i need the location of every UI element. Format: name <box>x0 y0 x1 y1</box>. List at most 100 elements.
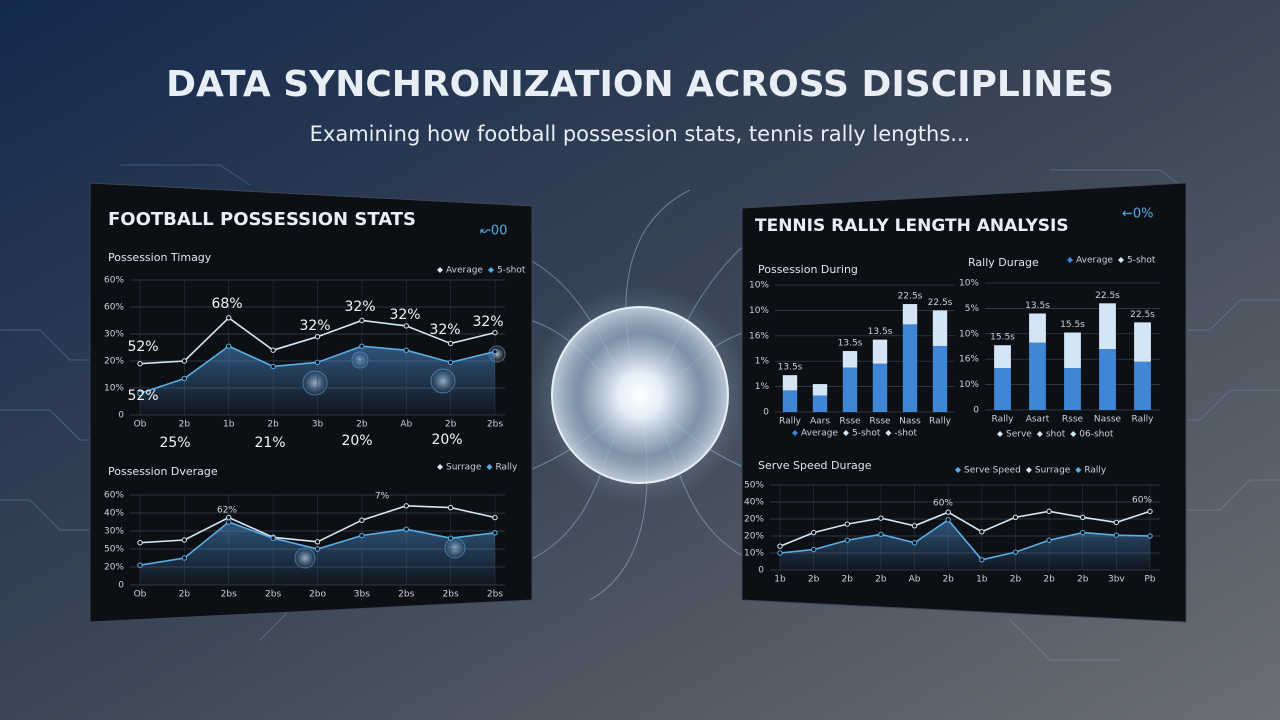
legend-label: 5-shot <box>1127 256 1156 266</box>
bar <box>842 351 858 368</box>
annotation: 25% <box>159 435 190 451</box>
point <box>1080 529 1086 536</box>
bar-label: 22.5s <box>1095 291 1120 301</box>
legend-label: Average <box>446 266 483 276</box>
bar-label: 22.5s <box>928 298 953 308</box>
panel-title: TENNIS RALLY LENGTH ANALYSIS <box>755 216 1069 236</box>
panel-badge: ↜00 <box>480 224 507 239</box>
point <box>314 359 321 366</box>
x-tick-label: 2b <box>267 420 279 430</box>
point <box>911 523 918 529</box>
point <box>1113 532 1120 538</box>
annotation: 7% <box>375 492 390 502</box>
y-tick-label: 60% <box>104 491 124 501</box>
x-tick-label: 2b <box>942 575 954 585</box>
y-tick-label: 60% <box>104 276 124 286</box>
area <box>140 522 495 585</box>
x-tick-label: Rsse <box>869 417 891 427</box>
annotation: 32% <box>344 299 375 315</box>
x-tick-label: Rally <box>992 415 1015 425</box>
x-tick-label: 2bs <box>487 420 503 430</box>
point <box>447 504 454 511</box>
bar <box>932 310 948 346</box>
bar-label: 13.5s <box>838 339 863 349</box>
x-tick-label: Rally <box>1132 415 1155 425</box>
point <box>777 543 783 549</box>
y-tick-label: 0 <box>973 406 979 416</box>
point <box>226 343 232 349</box>
y-tick-label: 10% <box>104 384 124 394</box>
y-tick-label: 10% <box>959 329 979 339</box>
legend-label: Surrage <box>446 463 482 473</box>
x-tick-label: 1b <box>774 575 786 585</box>
point <box>447 535 454 541</box>
x-tick-label: 3b <box>312 420 324 430</box>
bar <box>902 324 918 412</box>
legend-marker <box>1117 257 1124 263</box>
line <box>779 510 1151 547</box>
y-tick-label: 20% <box>104 357 124 367</box>
legend-marker <box>437 464 443 470</box>
x-tick-label: 3bv <box>1108 575 1125 585</box>
point <box>359 343 365 349</box>
bar <box>1134 322 1151 362</box>
y-tick-label: 10% <box>744 549 764 559</box>
x-tick-label: Nasse <box>1094 415 1122 425</box>
bar-label: 22.5s <box>1130 310 1155 320</box>
bar <box>1064 332 1081 369</box>
point <box>359 532 365 539</box>
x-tick-label: 2bo <box>309 590 326 600</box>
legend-label: Rally <box>495 463 518 473</box>
y-tick-label: 40% <box>744 498 764 508</box>
point <box>979 557 985 563</box>
x-tick-label: 2b <box>1010 575 1022 585</box>
y-tick-label: 10% <box>959 380 979 390</box>
x-tick-label: Aars <box>810 417 830 427</box>
bar <box>902 304 918 325</box>
annotation: 60% <box>1132 496 1152 506</box>
point <box>181 555 188 561</box>
point <box>1113 519 1120 526</box>
point <box>1147 533 1153 539</box>
legend-label: 5-shot <box>852 429 881 439</box>
point <box>492 329 498 336</box>
x-tick-label: 2bs <box>265 590 281 600</box>
legend-marker <box>997 431 1003 437</box>
annotation: 21% <box>254 435 285 451</box>
point <box>314 539 321 545</box>
bar <box>1064 368 1081 410</box>
annotation: 20% <box>341 433 372 449</box>
point <box>403 347 409 353</box>
legend-label: -shot <box>894 429 917 439</box>
y-tick-label: 50% <box>744 481 764 491</box>
x-tick-label: Rally <box>929 417 952 427</box>
x-tick-label: 1b <box>976 575 988 585</box>
legend-label: Serve Speed <box>964 466 1021 476</box>
bar-label: 13.5s <box>1025 301 1050 311</box>
point <box>878 531 884 537</box>
legend-label: Average <box>801 429 838 439</box>
legend-marker <box>487 267 494 273</box>
point <box>403 503 409 509</box>
y-tick-label: 30% <box>104 330 124 340</box>
annotation: 68% <box>211 296 242 312</box>
y-tick-label: 16% <box>749 331 769 341</box>
x-tick-label: Ab <box>909 575 921 585</box>
legend-marker <box>792 430 798 436</box>
x-tick-label: 2bs <box>398 590 414 600</box>
legend-marker <box>486 464 493 470</box>
bar-label: 15.5s <box>990 333 1015 343</box>
y-tick-label: 1% <box>755 382 770 392</box>
y-tick-label: 20% <box>744 515 764 525</box>
legend-marker <box>842 430 849 436</box>
bar <box>1029 313 1046 343</box>
bar <box>1029 342 1046 410</box>
legend-marker <box>437 267 443 273</box>
point <box>270 347 276 353</box>
point <box>447 340 454 347</box>
legend-label: Average <box>1076 256 1113 266</box>
chart-title: Serve Speed Durage <box>758 459 872 472</box>
point <box>1046 537 1052 543</box>
y-tick-label: 20% <box>104 563 124 573</box>
